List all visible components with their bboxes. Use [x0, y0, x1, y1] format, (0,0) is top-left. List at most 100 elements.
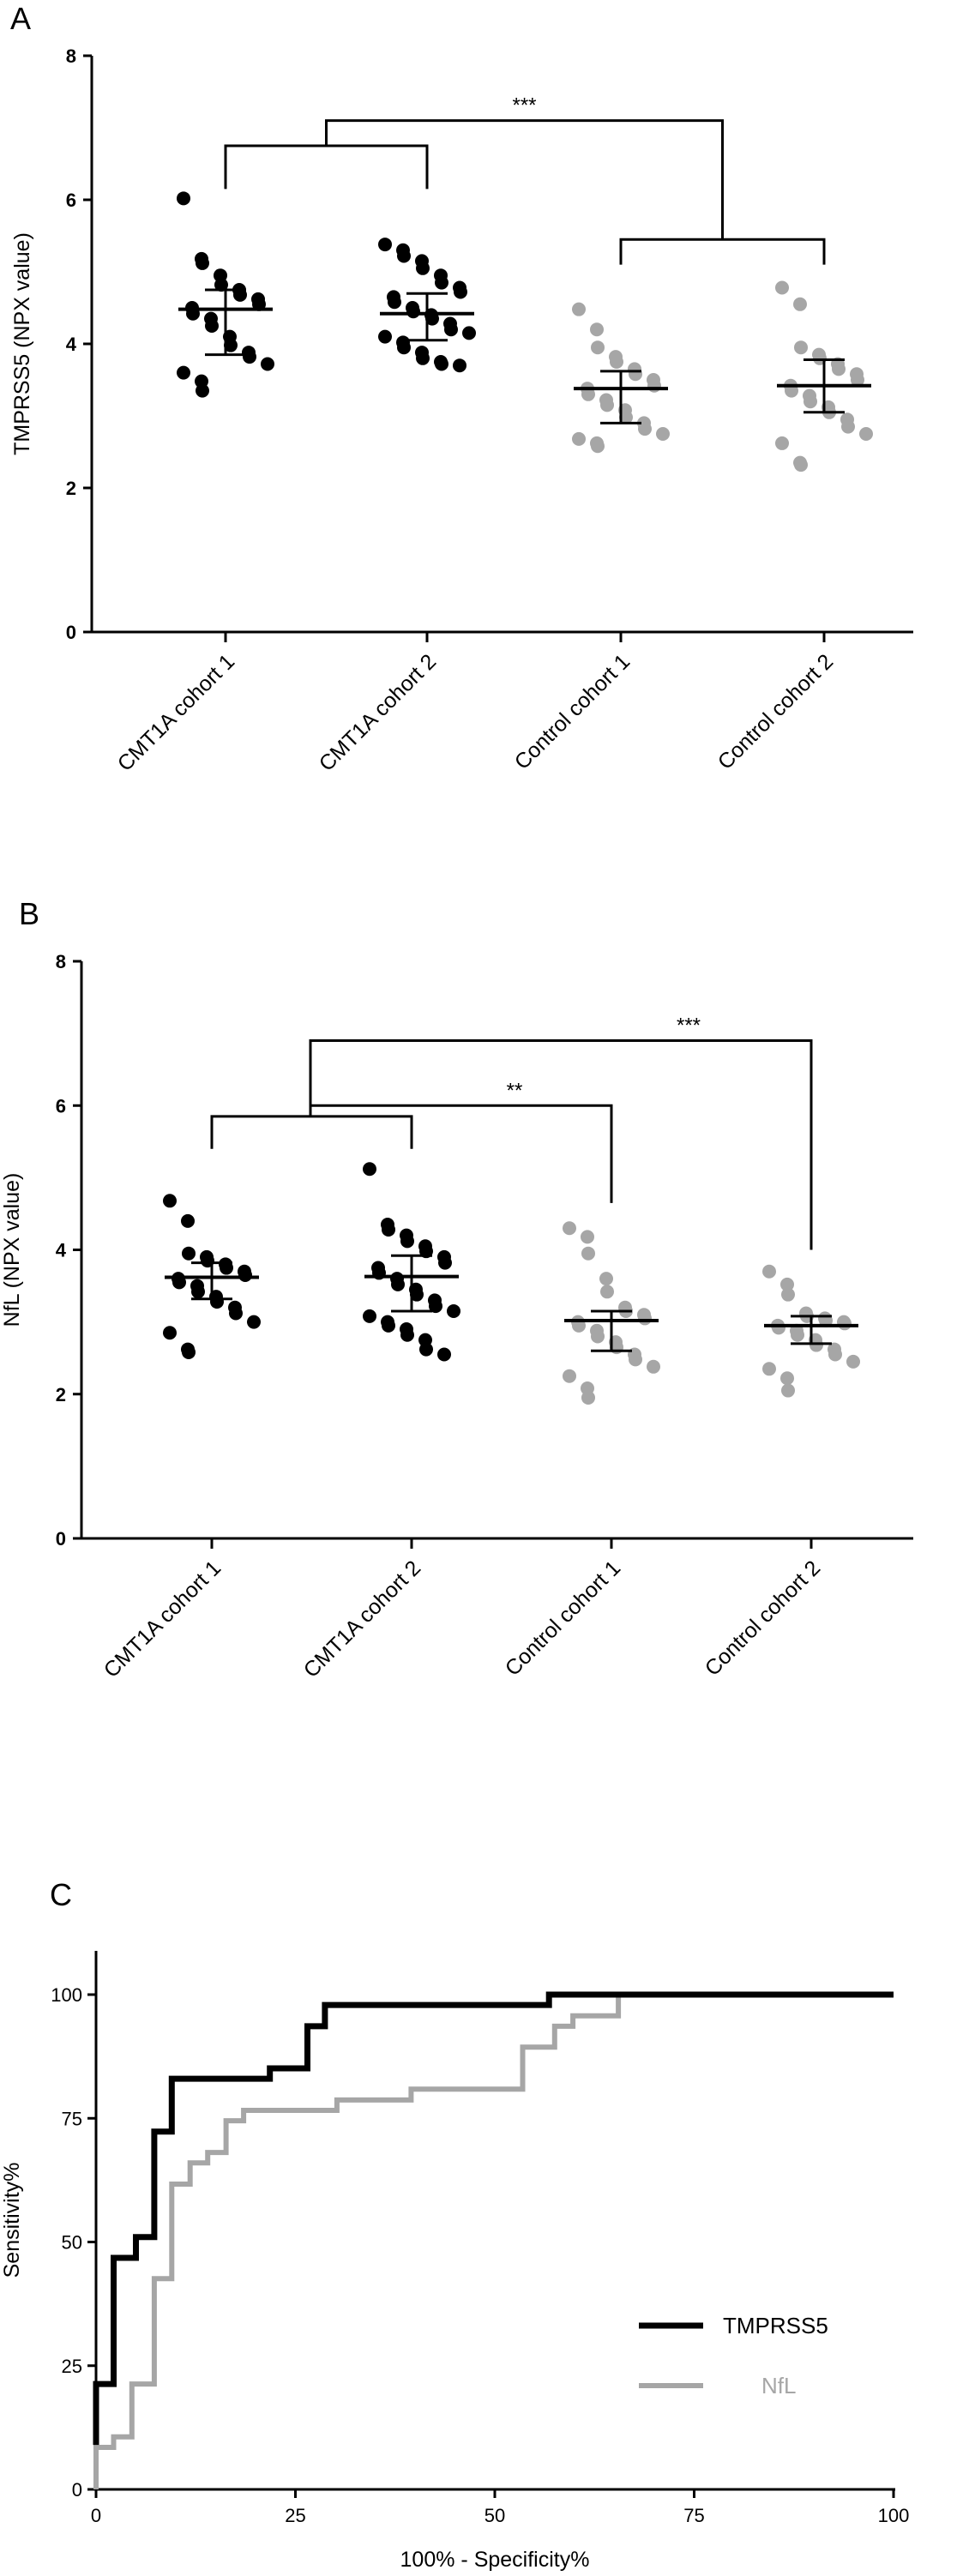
data-point [238, 1267, 252, 1282]
roc-line-tmprss5 [93, 1991, 894, 2446]
data-point [205, 319, 219, 333]
data-point [599, 1272, 613, 1286]
y-tick-label: 75 [62, 2108, 82, 2129]
data-point [619, 410, 633, 424]
data-point [859, 427, 873, 441]
y-axis-label: TMPRSS5 (NPX value) [10, 232, 34, 455]
data-point [781, 1383, 795, 1398]
data-point [378, 238, 392, 252]
data-point [462, 326, 476, 340]
data-point [182, 1246, 196, 1261]
bracket-comparison [325, 119, 724, 240]
data-point [406, 304, 420, 319]
panel-c-roc-chart: C 0 25 50 75 100 0 25 50 75 100 100% - Specificity%… [0, 1877, 909, 2572]
y-tick-label: 2 [66, 478, 76, 499]
data-point [780, 1277, 794, 1291]
y-tick-label: 2 [56, 1384, 66, 1405]
data-point [220, 1261, 233, 1275]
data-point [382, 1318, 395, 1333]
x-tick-label: 100 [878, 2505, 910, 2526]
data-point [233, 287, 247, 302]
data-point [247, 1315, 261, 1329]
data-point [851, 373, 864, 387]
data-point [846, 1354, 860, 1369]
data-point [435, 357, 448, 371]
y-tick-label: 6 [56, 1095, 66, 1116]
data-point [397, 249, 411, 263]
panel-label: B [19, 896, 39, 931]
x-tick-label: 25 [285, 2505, 305, 2526]
data-point [261, 357, 274, 371]
data-point [781, 1287, 795, 1302]
data-point [600, 398, 614, 412]
data-point [762, 1362, 776, 1376]
data-point [229, 1306, 243, 1321]
data-point [435, 275, 448, 290]
data-point [447, 1304, 460, 1319]
data-point [638, 1311, 652, 1326]
data-point [191, 1285, 205, 1299]
data-point [416, 351, 430, 365]
data-point [591, 1329, 605, 1344]
data-point [196, 383, 209, 398]
panel-b-chart: B 0 2 4 6 8 NfL (NPX value) CMT1A cohort 1 CMT1A… [0, 896, 913, 1682]
x-tick-label: 50 [485, 2505, 505, 2526]
data-point [804, 394, 817, 409]
y-tick-label: 4 [66, 334, 77, 355]
data-point [163, 1326, 177, 1340]
data-point [762, 1264, 776, 1279]
data-point [838, 1316, 852, 1331]
data-point [243, 350, 256, 364]
data-point [438, 1255, 452, 1270]
data-point [196, 256, 209, 270]
data-point [177, 365, 190, 380]
x-tick-label: CMT1A cohort 2 [315, 649, 442, 776]
data-point [397, 340, 411, 355]
data-point [629, 367, 642, 382]
data-point [563, 1369, 576, 1383]
data-point [647, 1359, 660, 1374]
data-point [581, 1246, 595, 1261]
data-point [388, 295, 401, 310]
data-point [181, 1213, 195, 1228]
data-point [572, 431, 586, 446]
data-point [400, 1234, 414, 1249]
legend-label-tmprss5: TMPRSS5 [723, 2313, 828, 2338]
data-point [656, 427, 670, 441]
data-point [600, 1285, 614, 1299]
y-tick-label: 4 [56, 1240, 67, 1261]
data-point [453, 358, 466, 373]
data-point [772, 1321, 785, 1335]
y-tick-label: 0 [56, 1528, 66, 1550]
data-point [638, 422, 652, 436]
bracket-cmt1a [224, 144, 429, 190]
x-tick-label: CMT1A cohort 1 [99, 1556, 226, 1682]
data-point [581, 1390, 595, 1405]
y-axis-label: NfL (NPX value) [0, 1173, 24, 1327]
data-point [591, 439, 605, 454]
data-point [810, 1338, 823, 1352]
x-axis-label: 100% - Specificity% [400, 2548, 590, 2572]
x-tick-label: Control cohort 1 [510, 649, 635, 774]
y-tick-label: 6 [66, 190, 76, 211]
x-tick-label: CMT1A cohort 2 [299, 1556, 426, 1682]
panel-label: A [10, 1, 31, 36]
data-point [647, 378, 661, 393]
data-point [581, 387, 595, 401]
data-point [382, 1222, 395, 1237]
x-tick-label: Control cohort 2 [713, 649, 839, 774]
data-point [610, 355, 623, 369]
x-tick-label: Control cohort 2 [701, 1556, 826, 1681]
significance-label: ** [507, 1079, 523, 1102]
data-point [378, 329, 392, 344]
legend-label-nfl: NfL [761, 2373, 796, 2398]
data-point [793, 297, 807, 311]
data-point [780, 1371, 794, 1386]
data-point [794, 458, 808, 472]
y-tick-label: 25 [62, 2356, 82, 2377]
data-point [794, 340, 808, 355]
data-point [791, 1327, 804, 1342]
y-tick-label: 0 [66, 622, 76, 643]
significance-label: *** [512, 94, 536, 117]
